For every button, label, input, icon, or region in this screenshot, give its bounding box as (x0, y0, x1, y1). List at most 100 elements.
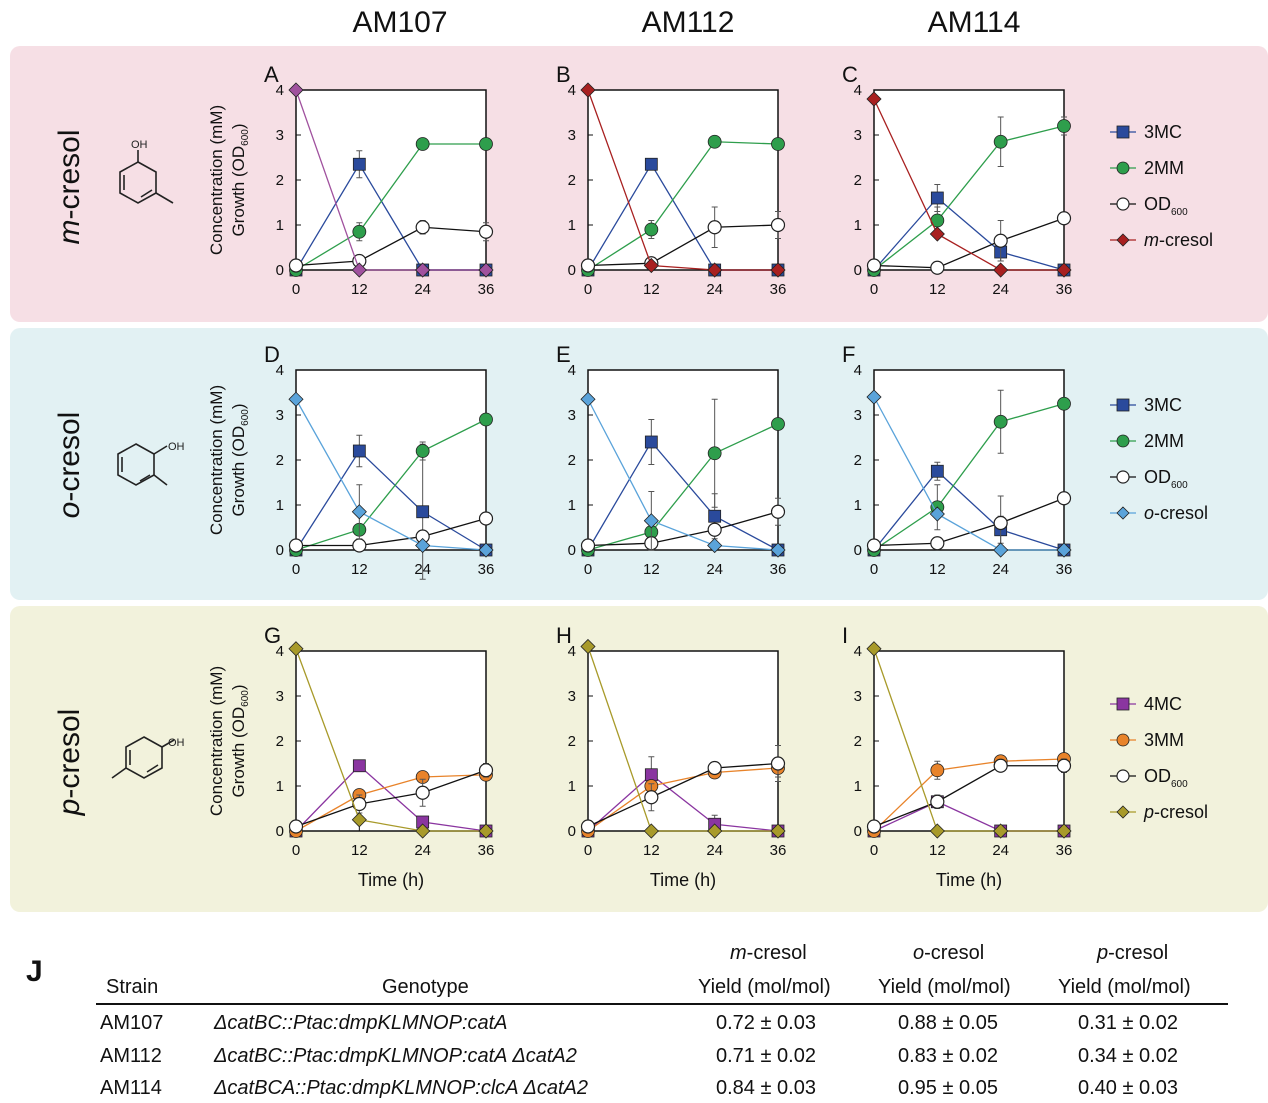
x-tick-label: 36 (770, 842, 787, 859)
y-tick-label: 1 (854, 778, 862, 795)
y-tick-label: 2 (276, 172, 284, 189)
x-tick-label: 12 (351, 842, 368, 859)
legend-label: o-cresol (1144, 503, 1208, 523)
y-tick-label: 0 (568, 542, 576, 559)
y-tick-label: 0 (276, 823, 284, 840)
col-header-yield-p-bottom: Yield (mol/mol) (1058, 976, 1191, 998)
data-point-OD600 (930, 794, 945, 809)
legend-label: OD600 (1144, 194, 1188, 218)
x-tick-label: 0 (870, 281, 878, 298)
y-tick-label: 2 (568, 172, 576, 189)
series-line-m-cresol (295, 89, 486, 271)
col-header-yield-p-top: p-cresol (1097, 942, 1168, 965)
x-tick-label: 24 (706, 281, 723, 298)
table-row-3-genotype: ΔcatBCA::Ptac:dmpKLMNOP:clcA ΔcatA2 (214, 1077, 588, 1099)
strain-header-2: AM112 (641, 6, 735, 39)
data-point-OD600 (1056, 758, 1072, 773)
legend-label: 3MC (1144, 395, 1182, 415)
data-point-o-cresol (351, 504, 367, 520)
series-line-OD600 (873, 217, 1065, 269)
legend-label-text: OD (1144, 766, 1171, 786)
series-line-p-cresol (873, 648, 1064, 832)
data-point-o-cresol (478, 542, 494, 558)
data-point-m-cresol (707, 262, 723, 278)
data-point-o-cresol (643, 513, 659, 529)
y-tick-label: 4 (276, 82, 284, 99)
header-italic: p (1097, 942, 1109, 964)
y-tick-label: 1 (276, 778, 284, 795)
header-italic: o (913, 942, 925, 964)
data-point-2MM (352, 224, 367, 239)
svg-text:OH: OH (131, 139, 148, 151)
x-tick-label: 36 (478, 281, 495, 298)
legend-label-sub: 600 (1171, 779, 1188, 790)
data-point-2MM (1057, 396, 1071, 411)
y-tick-label: 3 (854, 407, 862, 424)
data-point-3MC (416, 505, 430, 519)
legend-label: OD600 (1144, 766, 1188, 790)
y-tick-label: 1 (276, 217, 284, 234)
plot-area (295, 650, 487, 832)
data-point-p-cresol (993, 823, 1009, 839)
data-point-OD600 (866, 819, 882, 834)
data-point-m-cresol (478, 262, 494, 278)
data-point-m-cresol (929, 226, 945, 242)
table-row-1-genotype: ΔcatBC::Ptac:dmpKLMNOP:catA (214, 1012, 508, 1034)
y-axis-label-line1: Concentration (mM) (207, 105, 226, 255)
y-tick-label: 0 (854, 823, 862, 840)
series-line-p-cresol (295, 648, 486, 832)
series-line-p-cresol (587, 646, 778, 832)
data-point-OD600 (415, 220, 430, 235)
x-tick-label: 0 (584, 842, 592, 859)
data-point-OD600 (930, 260, 945, 275)
legend-marker (1116, 434, 1130, 448)
data-point-p-cresol (580, 638, 596, 655)
y-tick-label: 0 (568, 262, 576, 279)
series-line-OD600 (587, 224, 779, 267)
legend-marker (1116, 470, 1130, 484)
data-point-3MC (930, 191, 944, 205)
data-point-p-cresol (643, 823, 659, 839)
table-row-1-strain: AM107 (100, 1012, 164, 1034)
p-cresol-structure-icon: OH (111, 736, 185, 779)
y-tick-label: 1 (854, 497, 862, 514)
data-point-OD600 (352, 538, 367, 553)
data-point-3MC (708, 509, 722, 523)
series-line-2MM (587, 423, 779, 551)
legend-label-sub: 600 (1171, 480, 1188, 491)
strain-header-1: AM107 (352, 6, 448, 39)
y-tick-label: 3 (276, 127, 284, 144)
plot-area (295, 89, 487, 271)
panel-label: I (842, 623, 848, 648)
table-row-1-yield-p: 0.31 ± 0.02 (1078, 1012, 1178, 1034)
data-point-2MM (707, 446, 722, 461)
series-line-OD600 (873, 497, 1065, 547)
y-axis-label-close: ) (229, 123, 248, 129)
y-tick-label: 2 (568, 452, 576, 469)
legend-label-text: 2MM (1144, 431, 1184, 451)
plot-area (587, 89, 779, 271)
data-point-2MM (771, 137, 785, 151)
x-tick-label: 36 (1056, 281, 1073, 298)
data-point-2MM (415, 137, 430, 151)
series-line-3MC (295, 449, 487, 551)
y-tick-label: 2 (854, 733, 862, 750)
y-tick-label: 2 (854, 452, 862, 469)
series-line-3MM (587, 767, 779, 832)
x-tick-label: 12 (643, 561, 660, 578)
data-point-OD600 (707, 220, 722, 235)
y-tick-label: 0 (276, 542, 284, 559)
y-axis-label-line1: Concentration (mM) (207, 385, 226, 535)
data-point-m-cresol (770, 262, 786, 278)
y-axis-label-text: Growth (OD (229, 426, 248, 517)
data-point-OD600 (866, 538, 882, 553)
series-line-2MM (295, 418, 487, 551)
y-tick-label: 4 (568, 362, 576, 379)
legend-label: m-cresol (1144, 230, 1213, 250)
legend-label: 2MM (1144, 431, 1184, 451)
data-point-o-cresol (707, 537, 723, 554)
data-point-p-cresol (707, 823, 723, 839)
data-point-OD600 (993, 758, 1008, 773)
legend-marker (1116, 161, 1130, 175)
